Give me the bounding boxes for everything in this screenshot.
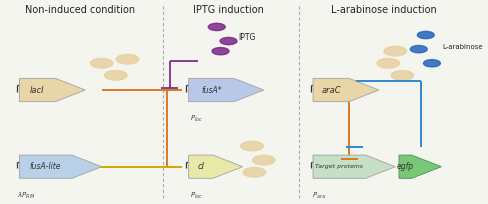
Text: $P_{loc}$: $P_{loc}$	[190, 190, 203, 201]
Circle shape	[243, 167, 265, 177]
Text: lacI: lacI	[30, 85, 45, 94]
Circle shape	[212, 48, 228, 55]
Circle shape	[416, 31, 433, 39]
Text: L-arabinose induction: L-arabinose induction	[330, 5, 435, 15]
Circle shape	[240, 141, 263, 151]
Circle shape	[383, 46, 406, 56]
Polygon shape	[312, 78, 378, 102]
Text: araC: araC	[321, 85, 340, 94]
Circle shape	[208, 23, 225, 31]
Text: IPTG: IPTG	[238, 32, 255, 42]
Circle shape	[90, 58, 113, 68]
Circle shape	[376, 58, 399, 68]
Polygon shape	[312, 155, 394, 178]
Text: Target proteins: Target proteins	[315, 164, 363, 169]
Text: $\lambda P_{RM}$: $\lambda P_{RM}$	[17, 190, 35, 201]
Circle shape	[423, 60, 440, 67]
Circle shape	[104, 71, 127, 80]
Text: Non-induced condition: Non-induced condition	[25, 5, 135, 15]
Text: fusA-lite: fusA-lite	[30, 162, 61, 171]
Circle shape	[252, 155, 274, 165]
Circle shape	[409, 45, 427, 53]
Circle shape	[220, 37, 237, 45]
Circle shape	[390, 71, 413, 80]
Text: fusA*: fusA*	[201, 85, 221, 94]
Circle shape	[116, 54, 139, 64]
Polygon shape	[188, 155, 242, 178]
Text: $P_{loc}$: $P_{loc}$	[190, 114, 203, 124]
Polygon shape	[188, 78, 263, 102]
Polygon shape	[398, 155, 440, 178]
Text: L-arabinose: L-arabinose	[441, 44, 482, 50]
Polygon shape	[20, 78, 85, 102]
Text: $P_{ara}$: $P_{ara}$	[311, 190, 325, 201]
Text: IPTG induction: IPTG induction	[193, 5, 264, 15]
Text: egfp: egfp	[396, 162, 413, 171]
Text: cI: cI	[197, 162, 204, 171]
Polygon shape	[20, 155, 102, 178]
